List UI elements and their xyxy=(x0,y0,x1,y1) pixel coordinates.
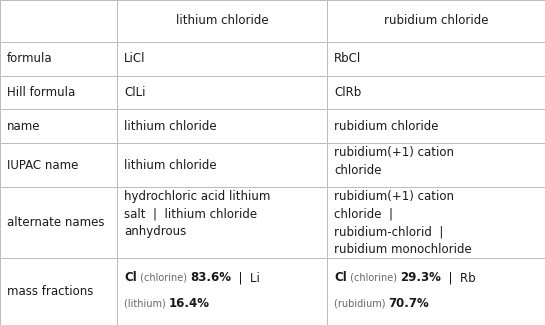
Text: 70.7%: 70.7% xyxy=(389,297,429,310)
Text: alternate names: alternate names xyxy=(7,216,105,229)
Text: (chlorine): (chlorine) xyxy=(137,273,190,283)
Text: Cl: Cl xyxy=(334,271,347,284)
Text: rubidium(+1) cation
chloride  |
rubidium-chlorid  |
rubidium monochloride: rubidium(+1) cation chloride | rubidium-… xyxy=(334,190,472,255)
Text: Cl: Cl xyxy=(124,271,137,284)
Text: |  Rb: | Rb xyxy=(441,271,475,284)
Text: ClLi: ClLi xyxy=(124,86,146,99)
Text: (chlorine): (chlorine) xyxy=(347,273,400,283)
Text: mass fractions: mass fractions xyxy=(7,285,93,298)
Text: name: name xyxy=(7,120,40,133)
Text: lithium chloride: lithium chloride xyxy=(124,159,217,172)
Text: lithium chloride: lithium chloride xyxy=(176,14,268,27)
Text: 16.4%: 16.4% xyxy=(169,297,210,310)
Text: (rubidium): (rubidium) xyxy=(334,298,389,308)
Text: RbCl: RbCl xyxy=(334,52,361,65)
Text: 29.3%: 29.3% xyxy=(400,271,441,284)
Text: |  Li: | Li xyxy=(231,271,260,284)
Text: rubidium chloride: rubidium chloride xyxy=(384,14,488,27)
Text: hydrochloric acid lithium
salt  |  lithium chloride
anhydrous: hydrochloric acid lithium salt | lithium… xyxy=(124,190,271,238)
Text: rubidium(+1) cation
chloride: rubidium(+1) cation chloride xyxy=(334,147,454,177)
Text: formula: formula xyxy=(7,52,53,65)
Text: rubidium chloride: rubidium chloride xyxy=(334,120,439,133)
Text: ClRb: ClRb xyxy=(334,86,361,99)
Text: Hill formula: Hill formula xyxy=(7,86,75,99)
Text: 83.6%: 83.6% xyxy=(190,271,231,284)
Text: LiCl: LiCl xyxy=(124,52,146,65)
Text: (lithium): (lithium) xyxy=(124,298,169,308)
Text: IUPAC name: IUPAC name xyxy=(7,159,78,172)
Text: lithium chloride: lithium chloride xyxy=(124,120,217,133)
